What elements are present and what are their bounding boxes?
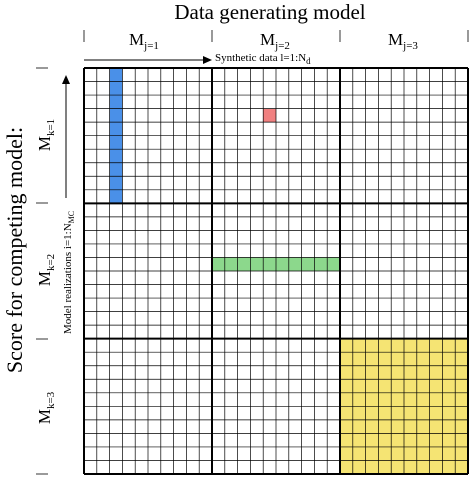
column-separators	[83, 30, 469, 42]
highlight-red-cell	[263, 108, 276, 123]
row-separators	[36, 67, 48, 475]
y-axis-title: Score for competing model:	[2, 127, 27, 373]
column-header-j1: Mj=1	[129, 30, 159, 52]
diagram-title: Data generating model	[174, 0, 365, 24]
y-axis-arrow	[62, 75, 70, 198]
row-header-k2: Mk=2	[35, 254, 57, 286]
x-axis-label: Synthetic data l=1:Nd	[215, 52, 311, 66]
y-axis-label: Model realizations i=1:NMC	[62, 211, 76, 334]
row-header-k1: Mk=1	[35, 119, 57, 151]
column-header-j2: Mj=2	[260, 30, 290, 52]
row-header-k3: Mk=3	[35, 391, 57, 424]
column-headers: Mj=1 Mj=2 Mj=3	[129, 30, 418, 52]
x-axis-arrow	[84, 56, 212, 64]
score-grid	[83, 67, 469, 475]
column-header-j3: Mj=3	[388, 30, 418, 52]
row-headers: Mk=1 Mk=2 Mk=3	[35, 119, 57, 424]
